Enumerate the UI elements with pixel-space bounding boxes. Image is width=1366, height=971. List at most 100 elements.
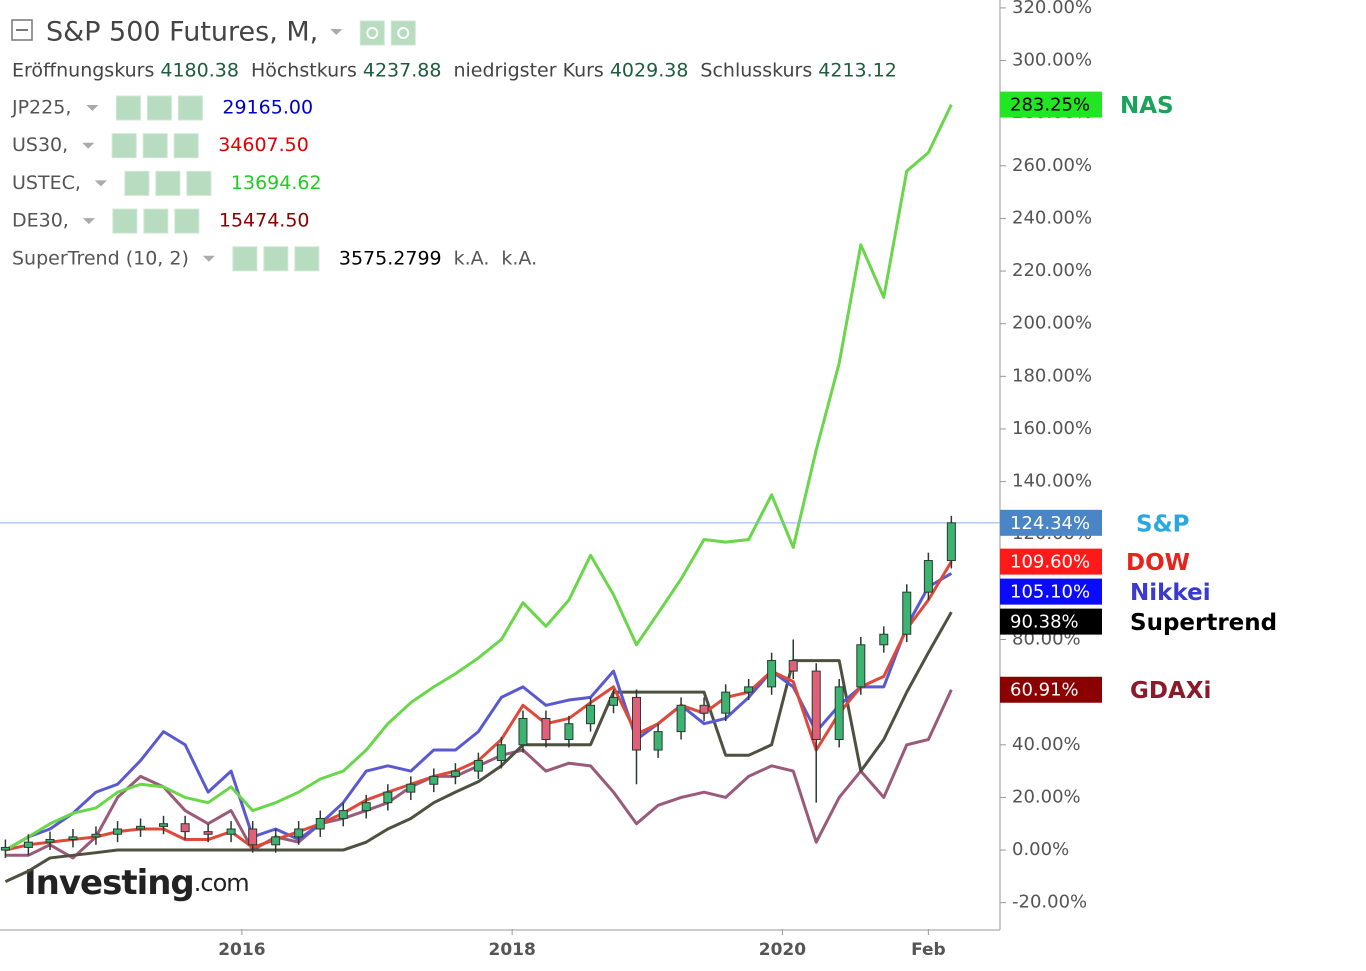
last-value-label: 109.60% [1010,552,1090,573]
candle-body [271,836,281,846]
candle-body [429,775,439,785]
y-tick-label: 20.00% [1012,786,1081,807]
control-icon[interactable] [115,95,141,121]
candle-body [676,704,686,733]
series-name: Nikkei [1130,580,1211,606]
control-icon[interactable] [112,208,138,234]
control-icon[interactable] [146,95,172,121]
candle-body [338,810,348,819]
dropdown-caret[interactable] [82,142,95,149]
dropdown-caret[interactable] [202,255,215,262]
candle-body [518,717,528,746]
control-icon[interactable] [186,170,212,196]
candle-body [496,744,506,762]
last-value-label: 124.34% [1010,513,1090,534]
collapse-icon[interactable] [11,19,33,41]
dropdown-caret[interactable] [330,29,343,35]
legend-name: JP225, [11,97,71,119]
y-tick-label: 180.00% [1012,365,1092,386]
candle-body [721,691,731,714]
last-value-badge [1000,676,1102,703]
series-name: NAS [1120,93,1174,119]
candle-body [406,783,416,793]
watermark-brand: Investing [24,863,194,903]
x-tick-label: 2018 [488,940,535,960]
series-line [4,572,953,852]
y-tick-label: 240.00% [1012,207,1092,228]
ohlc-value: 4213.12 [818,60,897,82]
plot: Investing.com320.00%300.00%280.00%260.00… [0,0,1092,960]
legend-name: SuperTrend (10, 2) [12,247,189,269]
last-value-label: 60.91% [1010,680,1079,701]
control-icon[interactable] [124,170,150,196]
y-tick-label: 0.00% [1012,839,1069,860]
y-tick-label: 320.00% [1012,0,1092,18]
dropdown-caret[interactable] [82,218,95,225]
last-value-label: 105.10% [1010,582,1090,603]
candle-body [180,823,190,833]
last-value-label: 90.38% [1010,612,1079,633]
y-tick-label: 220.00% [1012,260,1092,281]
legend-name: US30, [12,134,68,156]
candle-body [450,770,460,777]
x-tick-label: Feb [911,940,946,960]
control-icon[interactable] [390,20,416,46]
header: Eröffnungskurs 4180.38 Höchstkurs 4237.88 ni… [11,20,897,272]
candle-body [767,660,777,688]
ohlc-value: 4180.38 [160,60,239,82]
series-line [4,103,953,852]
last-value-badge [1000,608,1102,635]
last-value-badge [1000,91,1102,118]
y-tick-label: 300.00% [1012,50,1092,71]
ohlc-label: Höchstkurs [251,60,357,82]
series-name: GDAXi [1130,678,1211,704]
control-icon-glyph [397,27,410,39]
legend-value: 29165.00 [222,97,313,119]
candle-body [136,825,146,830]
legend-name: USTEC, [12,172,81,194]
legend-value: 15474.50 [219,210,310,232]
ohlc-label: niedrigster Kurs [453,60,603,82]
control-icon[interactable] [232,246,258,272]
control-icon[interactable] [111,133,137,159]
watermark: Investing.com [24,863,249,903]
candle-body [361,802,371,812]
candle-body [541,717,551,741]
control-icon[interactable] [142,133,168,159]
candle-body [113,828,123,835]
y-tick-label: 200.00% [1012,313,1092,334]
series-name: Supertrend [1130,610,1277,636]
control-icon[interactable] [155,170,181,196]
legend-name: DE30, [12,210,69,232]
last-value-badge [1000,548,1102,575]
control-icon[interactable] [143,208,169,234]
control-icon-glyph [366,27,379,39]
ohlc-label: Schlusskurs [700,60,812,82]
control-icon[interactable] [359,20,385,46]
candle-body [653,731,663,751]
series-name: DOW [1126,550,1190,576]
control-icon[interactable] [263,246,289,272]
candle-body [473,760,483,772]
control-icon[interactable] [174,208,200,234]
candle-body [788,660,798,672]
ohlc-value: 4237.88 [363,60,442,82]
legend-extra: k.A. [454,247,490,269]
candle-body [0,846,10,851]
dropdown-caret[interactable] [94,180,107,187]
chart-title: S&P 500 Futures, M, [46,17,318,48]
ohlc-value: 4029.38 [610,60,689,82]
watermark-suffix: .com [194,869,249,897]
candle-body [946,522,956,562]
y-tick-label: 160.00% [1012,418,1092,439]
candle-body [564,723,574,741]
control-icon[interactable] [294,246,320,272]
candle-body [902,591,912,635]
candle-body [879,633,889,646]
control-icon[interactable] [177,95,203,121]
control-icon[interactable] [173,133,199,159]
legend-extra: k.A. [501,247,537,269]
dropdown-caret[interactable] [86,105,99,111]
